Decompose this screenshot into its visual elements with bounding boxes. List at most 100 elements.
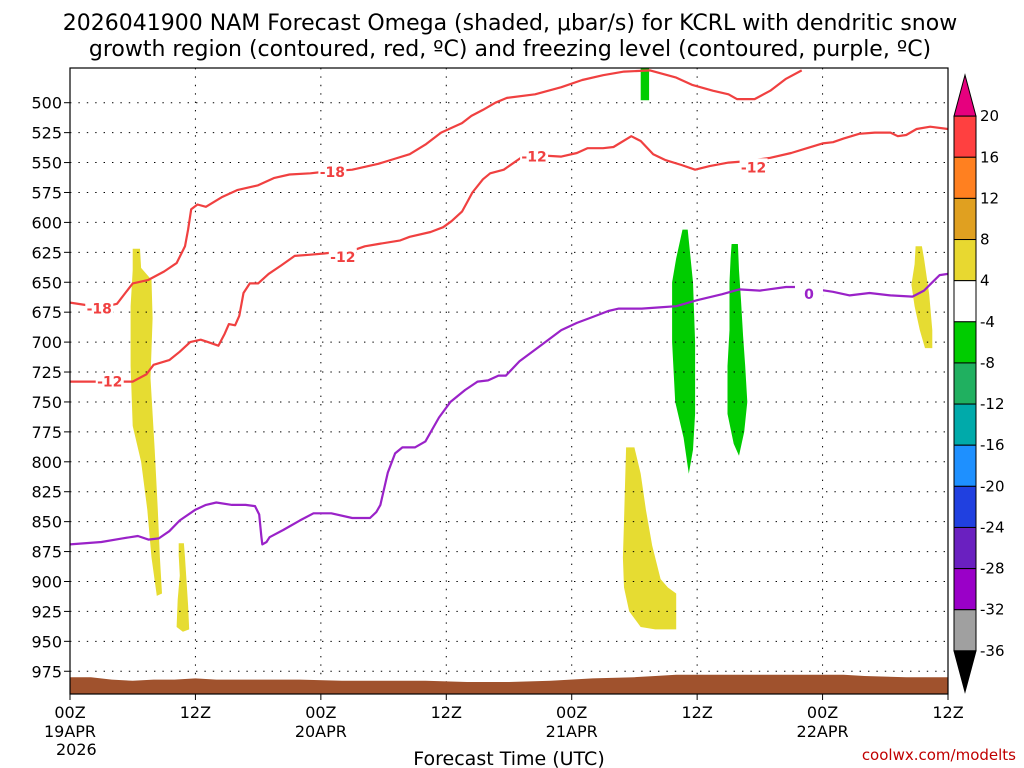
y-tick-label-875: 875 bbox=[31, 543, 62, 562]
y-tick-label-600: 600 bbox=[31, 213, 62, 232]
y-tick-label-775: 775 bbox=[31, 423, 62, 442]
x-tick-label-60: 12Z bbox=[681, 703, 712, 722]
colorbar-label-13: -36 bbox=[980, 642, 1005, 660]
y-tick-label-575: 575 bbox=[31, 183, 62, 202]
contour-label-bg--18-1 bbox=[318, 163, 347, 181]
y-tick-label-925: 925 bbox=[31, 602, 62, 621]
colorbar-bottom-arrow bbox=[953, 650, 977, 694]
y-tick-label-500: 500 bbox=[31, 94, 62, 113]
contour-label--12-2: -12 bbox=[521, 150, 546, 166]
colorbar-swatch-6 bbox=[953, 321, 977, 364]
y-tick-label-750: 750 bbox=[31, 393, 62, 412]
contour-label--18-0: -18 bbox=[87, 302, 112, 318]
colorbar-label-8: -16 bbox=[980, 436, 1005, 454]
y-axis: 500 525 550 575 600 625 650 675 700 725 750 775 800 8… bbox=[31, 94, 70, 681]
y-tick-label-800: 800 bbox=[31, 453, 62, 472]
colorbar-label-5: -4 bbox=[980, 313, 995, 331]
x-tick-label-48: 00Z bbox=[556, 703, 587, 722]
omega-region-6 bbox=[727, 244, 748, 456]
y-tick-label-825: 825 bbox=[31, 483, 62, 502]
colorbar-swatch-12 bbox=[953, 568, 977, 611]
y-tick-label-675: 675 bbox=[31, 303, 62, 322]
contour-label--18-1: -18 bbox=[320, 165, 345, 181]
colorbar-label-6: -8 bbox=[980, 354, 995, 372]
y-tick-label-525: 525 bbox=[31, 124, 62, 143]
x-tick-label-36: 12Z bbox=[431, 703, 462, 722]
contour-label-bg--18-0 bbox=[85, 299, 114, 317]
colorbar-label-4: 4 bbox=[980, 272, 990, 290]
contour--18 bbox=[70, 69, 803, 309]
x-tick-date-0: 19APR bbox=[44, 722, 96, 741]
x-tick-label-84: 12Z bbox=[932, 703, 963, 722]
chart-title-line1: 2026041900 NAM Forecast Omega (shaded, μ… bbox=[63, 11, 957, 36]
x-tick-date-24: 20APR bbox=[295, 722, 347, 741]
contour-0 bbox=[70, 272, 948, 546]
y-tick-label-550: 550 bbox=[31, 154, 62, 173]
x-tick-date-72: 22APR bbox=[797, 722, 849, 741]
colorbar-label-10: -24 bbox=[980, 518, 1005, 536]
contour-label-bg--12-0 bbox=[95, 372, 124, 390]
colorbar-swatch-5 bbox=[953, 280, 977, 323]
y-tick-label-950: 950 bbox=[31, 632, 62, 651]
y-tick-label-650: 650 bbox=[31, 273, 62, 292]
colorbar-top-arrow bbox=[953, 73, 977, 117]
omega-region-2 bbox=[622, 447, 677, 630]
colorbar-swatch-13 bbox=[953, 609, 977, 652]
x-tick-label-12: 12Z bbox=[180, 703, 211, 722]
x-axis-label: Forecast Time (UTC) bbox=[413, 748, 604, 768]
y-tick-label-700: 700 bbox=[31, 333, 62, 352]
x-tick-year-0: 2026 bbox=[56, 740, 97, 759]
contour--12 bbox=[70, 125, 948, 383]
contour-label-bg--12-1 bbox=[328, 248, 357, 266]
x-tick-label-0: 00Z bbox=[54, 703, 85, 722]
plot-frame bbox=[69, 67, 949, 695]
omega-shaded-regions bbox=[130, 68, 933, 632]
colorbar-swatch-3 bbox=[953, 197, 977, 241]
colorbar-label-2: 12 bbox=[980, 189, 999, 207]
colorbar-label-0: 20 bbox=[980, 107, 999, 125]
chart-title-line2: growth region (contoured, red, ºC) and f… bbox=[89, 37, 931, 62]
omega-region-4 bbox=[640, 68, 650, 101]
y-tick-label-975: 975 bbox=[31, 662, 62, 681]
contour-lines: -18 -18 -12 -12 -12 -12 0 bbox=[70, 69, 948, 546]
colorbar-swatch-10 bbox=[953, 485, 977, 528]
contour-label--12-1: -12 bbox=[330, 250, 355, 266]
colorbar-swatch-11 bbox=[953, 526, 977, 570]
plot-area bbox=[70, 68, 948, 694]
colorbar-label-11: -28 bbox=[980, 560, 1005, 578]
colorbar-label-12: -32 bbox=[980, 601, 1005, 619]
y-tick-label-725: 725 bbox=[31, 363, 62, 382]
omega-region-1 bbox=[176, 543, 190, 632]
colorbar-swatch-7 bbox=[953, 362, 977, 405]
colorbar-swatch-2 bbox=[953, 156, 977, 199]
x-tick-date-48: 21APR bbox=[546, 722, 598, 741]
colorbar-swatch-8 bbox=[953, 403, 977, 446]
omega-region-0 bbox=[130, 248, 162, 596]
y-tick-label-900: 900 bbox=[31, 572, 62, 591]
omega-region-3 bbox=[911, 246, 933, 349]
colorbar-label-7: -12 bbox=[980, 395, 1005, 413]
colorbar-label-1: 16 bbox=[980, 148, 999, 166]
contour-label-bg--12-2 bbox=[520, 147, 549, 165]
colorbar-label-9: -20 bbox=[980, 477, 1005, 495]
colorbar-swatch-9 bbox=[953, 444, 977, 487]
credit-text: coolwx.com/modelts bbox=[862, 746, 1016, 764]
terrain-band bbox=[70, 674, 948, 694]
terrain-fill bbox=[70, 674, 948, 694]
colorbar-label-3: 8 bbox=[980, 231, 990, 249]
omega-region-5 bbox=[672, 229, 696, 474]
x-tick-label-24: 00Z bbox=[305, 703, 336, 722]
colorbar-swatch-4 bbox=[953, 239, 977, 282]
plot-grid bbox=[70, 68, 948, 694]
y-tick-label-850: 850 bbox=[31, 513, 62, 532]
colorbar-swatch-1 bbox=[953, 115, 977, 158]
contour-label-bg--12-3 bbox=[739, 158, 768, 176]
contour-label--12-0: -12 bbox=[97, 375, 122, 391]
colorbar: 20 16 12 8 4 -4 -8 -12 -16 -20 -24 -28 -32 -36 bbox=[953, 73, 1005, 694]
contour-label--12-3: -12 bbox=[741, 160, 766, 176]
contour-label-bg-0-0 bbox=[794, 285, 823, 303]
contour-label-0-0: 0 bbox=[804, 287, 814, 303]
x-tick-label-72: 00Z bbox=[807, 703, 838, 722]
